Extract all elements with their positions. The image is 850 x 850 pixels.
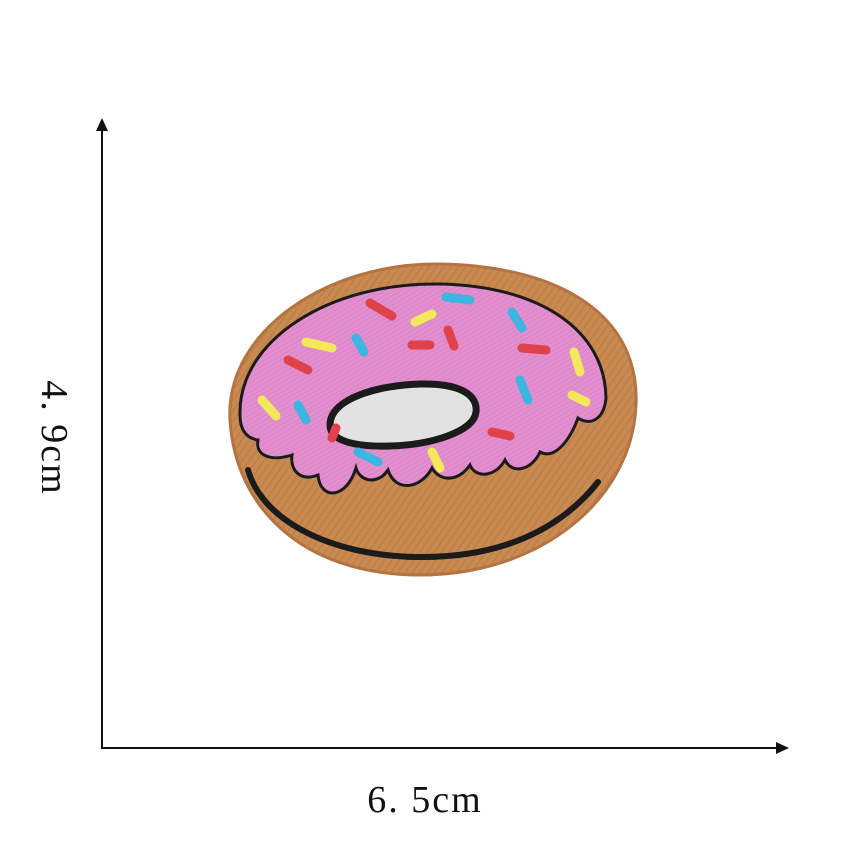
arrow-up-icon bbox=[96, 118, 108, 131]
arrow-right-icon bbox=[776, 742, 789, 754]
donut-hole bbox=[326, 380, 480, 450]
width-axis-line bbox=[101, 747, 779, 749]
height-axis-line bbox=[101, 128, 103, 748]
width-label: 6. 5cm bbox=[367, 779, 483, 821]
donut-outline bbox=[245, 467, 601, 561]
sprinkles bbox=[257, 292, 591, 473]
